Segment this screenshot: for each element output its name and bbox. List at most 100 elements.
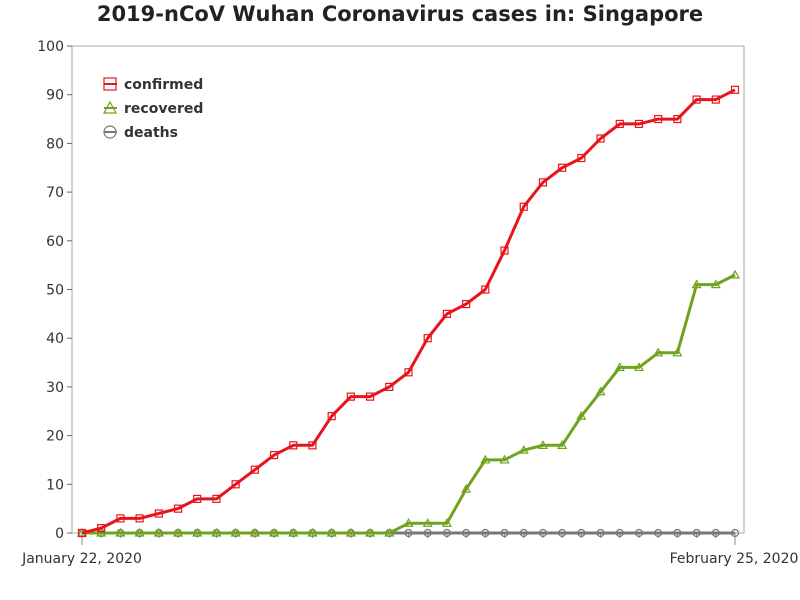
data-point-recovered — [172, 527, 184, 537]
legend-item-recovered: recovered — [102, 100, 203, 117]
data-point-confirmed — [519, 202, 528, 211]
y-tick-label: 80 — [46, 136, 64, 152]
data-point-confirmed — [462, 300, 471, 309]
data-point-confirmed — [97, 524, 106, 533]
data-point-confirmed — [654, 114, 663, 124]
x-tick-label-end: February 25, 2020 — [670, 551, 799, 567]
series-line-recovered — [82, 273, 736, 535]
data-point-recovered — [249, 527, 260, 537]
data-point-recovered — [115, 527, 126, 537]
series-layer — [76, 85, 741, 538]
data-point-confirmed — [77, 528, 87, 538]
data-point-recovered — [153, 527, 164, 537]
data-point-recovered — [307, 527, 318, 537]
axis-layer: 0 10 20 30 40 50 60 70 80 90 100 January 22, 2020 Fe… — [21, 39, 798, 567]
series-line-confirmed — [81, 88, 736, 535]
data-point-confirmed — [250, 465, 259, 474]
data-point-confirmed — [193, 494, 202, 504]
y-tick-label: 10 — [46, 477, 64, 493]
data-point-deaths — [558, 528, 567, 538]
data-point-deaths — [596, 528, 605, 538]
data-point-confirmed — [346, 392, 355, 401]
data-point-confirmed — [577, 153, 586, 163]
legend: confirmed recovered deaths — [102, 77, 203, 141]
x-tick-label-start: January 22, 2020 — [21, 551, 142, 567]
data-point-recovered — [729, 269, 741, 279]
series-recovered — [76, 269, 741, 537]
data-point-deaths — [423, 528, 432, 538]
legend-label-confirmed: confirmed — [124, 77, 203, 93]
legend-triangle-icon — [102, 100, 118, 114]
data-point-recovered — [653, 347, 664, 357]
data-point-confirmed — [730, 85, 740, 94]
data-point-deaths — [692, 528, 701, 538]
data-point-confirmed — [538, 178, 548, 187]
data-point-recovered — [403, 518, 414, 527]
data-point-confirmed — [500, 246, 509, 255]
data-point-recovered — [192, 527, 203, 537]
data-point-recovered — [576, 410, 587, 420]
data-point-confirmed — [212, 494, 221, 504]
data-point-recovered — [441, 518, 452, 527]
data-point-recovered — [384, 527, 395, 537]
data-point-recovered — [345, 527, 356, 537]
data-point-confirmed — [116, 514, 125, 523]
data-point-deaths — [500, 528, 509, 538]
y-tick-label: 50 — [46, 283, 64, 299]
data-point-recovered — [691, 279, 702, 289]
data-point-recovered — [461, 483, 472, 493]
data-point-deaths — [577, 528, 586, 538]
data-point-confirmed — [634, 119, 644, 129]
series-confirmed — [77, 85, 740, 538]
data-point-deaths — [730, 528, 740, 538]
data-point-deaths — [634, 528, 644, 538]
data-point-deaths — [481, 528, 490, 538]
data-point-recovered — [633, 362, 645, 372]
data-point-recovered — [134, 527, 145, 537]
data-point-confirmed — [423, 334, 432, 343]
legend-label-recovered: recovered — [124, 101, 203, 117]
plot-frame — [71, 45, 745, 534]
data-point-confirmed — [231, 480, 240, 489]
data-point-confirmed — [596, 134, 605, 143]
data-point-confirmed — [365, 392, 375, 401]
data-point-deaths — [404, 528, 413, 538]
data-point-confirmed — [173, 504, 183, 513]
data-point-recovered — [326, 527, 337, 537]
data-point-deaths — [538, 528, 548, 538]
data-point-recovered — [288, 527, 299, 537]
data-point-confirmed — [673, 114, 682, 124]
data-point-recovered — [710, 279, 721, 289]
legend-square-icon — [103, 77, 117, 91]
data-point-confirmed — [711, 95, 720, 104]
legend-item-deaths: deaths — [103, 125, 178, 141]
data-point-deaths — [615, 528, 624, 538]
legend-label-deaths: deaths — [124, 125, 178, 141]
data-point-deaths — [462, 528, 471, 538]
data-point-confirmed — [615, 119, 624, 129]
data-point-confirmed — [404, 368, 413, 377]
data-point-recovered — [365, 527, 376, 537]
data-point-recovered — [96, 527, 107, 537]
data-point-recovered — [595, 386, 606, 396]
data-point-confirmed — [481, 285, 490, 294]
data-point-recovered — [518, 445, 529, 454]
data-point-recovered — [557, 440, 568, 449]
data-point-confirmed — [135, 514, 144, 523]
data-point-recovered — [499, 454, 510, 464]
data-point-recovered — [269, 527, 280, 537]
y-tick-label: 0 — [55, 526, 64, 542]
data-point-recovered — [422, 518, 433, 527]
legend-item-confirmed: confirmed — [103, 77, 203, 93]
data-point-confirmed — [442, 309, 452, 318]
legend-circle-icon — [103, 125, 117, 139]
data-point-recovered — [672, 347, 683, 357]
data-point-deaths — [442, 528, 452, 538]
data-point-recovered — [211, 527, 222, 537]
data-point-deaths — [519, 528, 528, 538]
y-tick-label: 70 — [46, 185, 64, 201]
data-point-recovered — [614, 362, 625, 372]
data-point-confirmed — [692, 95, 701, 104]
data-point-recovered — [230, 527, 241, 537]
